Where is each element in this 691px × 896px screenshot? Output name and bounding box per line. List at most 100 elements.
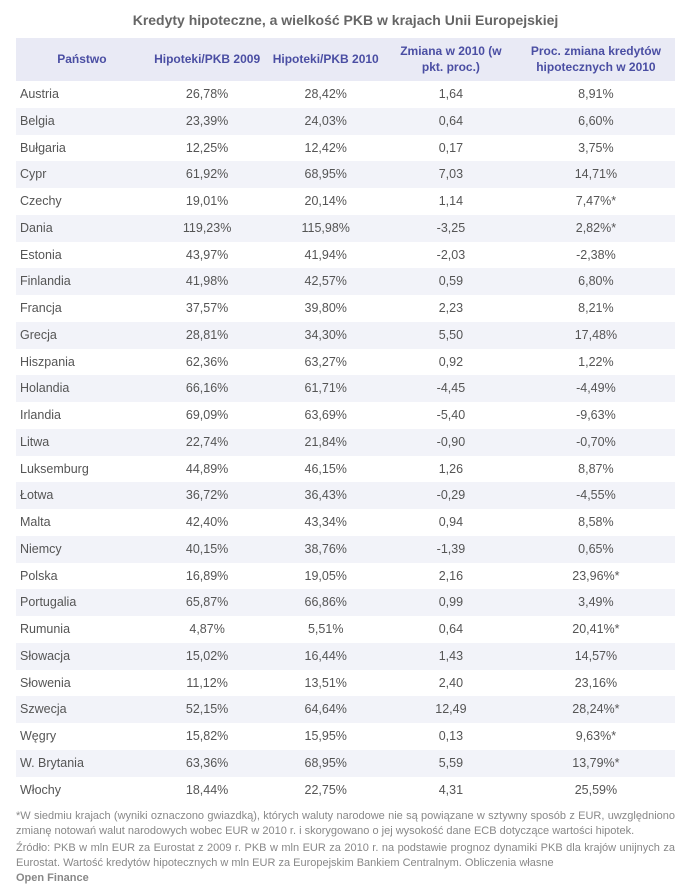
cell-value: 119,23% <box>148 215 267 242</box>
cell-value: 25,59% <box>517 777 675 804</box>
cell-value: 65,87% <box>148 589 267 616</box>
cell-country: Węgry <box>16 723 148 750</box>
table-row: Hiszpania62,36%63,27%0,921,22% <box>16 349 675 376</box>
cell-country: Litwa <box>16 429 148 456</box>
cell-country: Włochy <box>16 777 148 804</box>
cell-value: 5,51% <box>266 616 385 643</box>
cell-country: Łotwa <box>16 482 148 509</box>
cell-value: 8,87% <box>517 456 675 483</box>
table-row: Portugalia65,87%66,86%0,993,49% <box>16 589 675 616</box>
cell-value: 5,59 <box>385 750 517 777</box>
cell-value: 21,84% <box>266 429 385 456</box>
cell-value: 64,64% <box>266 696 385 723</box>
cell-country: Luksemburg <box>16 456 148 483</box>
cell-value: 12,25% <box>148 135 267 162</box>
cell-value: 4,87% <box>148 616 267 643</box>
cell-country: Słowenia <box>16 670 148 697</box>
cell-value: 2,23 <box>385 295 517 322</box>
cell-value: 5,50 <box>385 322 517 349</box>
cell-value: 26,78% <box>148 81 267 108</box>
cell-country: Bułgaria <box>16 135 148 162</box>
table-row: Łotwa36,72%36,43%-0,29-4,55% <box>16 482 675 509</box>
cell-value: 66,86% <box>266 589 385 616</box>
cell-value: 1,22% <box>517 349 675 376</box>
cell-value: 46,15% <box>266 456 385 483</box>
cell-value: 28,81% <box>148 322 267 349</box>
col-change-pp: Zmiana w 2010 (w pkt. proc.) <box>385 38 517 81</box>
cell-value: 7,47%* <box>517 188 675 215</box>
cell-value: 36,72% <box>148 482 267 509</box>
table-row: Polska16,89%19,05%2,1623,96%* <box>16 563 675 590</box>
cell-value: 22,74% <box>148 429 267 456</box>
table-row: Słowenia11,12%13,51%2,4023,16% <box>16 670 675 697</box>
table-row: Litwa22,74%21,84%-0,90-0,70% <box>16 429 675 456</box>
cell-value: 2,82%* <box>517 215 675 242</box>
cell-value: 7,03 <box>385 161 517 188</box>
cell-value: 8,21% <box>517 295 675 322</box>
cell-value: 18,44% <box>148 777 267 804</box>
cell-country: Niemcy <box>16 536 148 563</box>
cell-country: Francja <box>16 295 148 322</box>
cell-value: 23,39% <box>148 108 267 135</box>
cell-value: -3,25 <box>385 215 517 242</box>
table-row: Włochy18,44%22,75%4,3125,59% <box>16 777 675 804</box>
cell-country: Irlandia <box>16 402 148 429</box>
cell-country: Holandia <box>16 375 148 402</box>
cell-value: 23,16% <box>517 670 675 697</box>
cell-value: 3,75% <box>517 135 675 162</box>
cell-value: 1,43 <box>385 643 517 670</box>
cell-value: 63,27% <box>266 349 385 376</box>
cell-value: 20,41%* <box>517 616 675 643</box>
cell-value: -9,63% <box>517 402 675 429</box>
cell-country: Szwecja <box>16 696 148 723</box>
cell-country: Czechy <box>16 188 148 215</box>
cell-country: Estonia <box>16 242 148 269</box>
table-row: Grecja28,81%34,30%5,5017,48% <box>16 322 675 349</box>
table-row: Rumunia4,87%5,51%0,6420,41%* <box>16 616 675 643</box>
cell-country: Cypr <box>16 161 148 188</box>
cell-country: Finlandia <box>16 268 148 295</box>
cell-value: 2,40 <box>385 670 517 697</box>
cell-value: 42,57% <box>266 268 385 295</box>
table-row: Bułgaria12,25%12,42%0,173,75% <box>16 135 675 162</box>
cell-value: 0,59 <box>385 268 517 295</box>
col-country: Państwo <box>16 38 148 81</box>
cell-value: 62,36% <box>148 349 267 376</box>
cell-country: Hiszpania <box>16 349 148 376</box>
table-row: Malta42,40%43,34%0,948,58% <box>16 509 675 536</box>
cell-value: 0,99 <box>385 589 517 616</box>
cell-value: 19,05% <box>266 563 385 590</box>
table-row: Irlandia69,09%63,69%-5,40-9,63% <box>16 402 675 429</box>
table-row: Dania119,23%115,98%-3,252,82%* <box>16 215 675 242</box>
cell-value: 3,49% <box>517 589 675 616</box>
cell-value: 0,64 <box>385 108 517 135</box>
col-pct-change: Proc. zmiana kredytów hipotecznych w 201… <box>517 38 675 81</box>
table-row: Belgia23,39%24,03%0,646,60% <box>16 108 675 135</box>
cell-value: 37,57% <box>148 295 267 322</box>
cell-value: 1,14 <box>385 188 517 215</box>
cell-value: 0,13 <box>385 723 517 750</box>
cell-value: 15,02% <box>148 643 267 670</box>
table-row: Węgry15,82%15,95%0,139,63%* <box>16 723 675 750</box>
cell-value: 17,48% <box>517 322 675 349</box>
table-body: Austria26,78%28,42%1,648,91%Belgia23,39%… <box>16 81 675 803</box>
cell-value: 15,95% <box>266 723 385 750</box>
cell-value: 28,42% <box>266 81 385 108</box>
cell-value: 38,76% <box>266 536 385 563</box>
table-row: Cypr61,92%68,95%7,0314,71% <box>16 161 675 188</box>
cell-value: 61,71% <box>266 375 385 402</box>
cell-value: 115,98% <box>266 215 385 242</box>
cell-value: 16,89% <box>148 563 267 590</box>
cell-value: 4,31 <box>385 777 517 804</box>
cell-value: 1,26 <box>385 456 517 483</box>
cell-value: 42,40% <box>148 509 267 536</box>
table-row: Czechy19,01%20,14%1,147,47%* <box>16 188 675 215</box>
cell-value: 20,14% <box>266 188 385 215</box>
cell-value: 11,12% <box>148 670 267 697</box>
col-ratio2009: Hipoteki/PKB 2009 <box>148 38 267 81</box>
cell-value: 19,01% <box>148 188 267 215</box>
table-row: Austria26,78%28,42%1,648,91% <box>16 81 675 108</box>
cell-value: 43,97% <box>148 242 267 269</box>
cell-value: 61,92% <box>148 161 267 188</box>
cell-value: -0,70% <box>517 429 675 456</box>
